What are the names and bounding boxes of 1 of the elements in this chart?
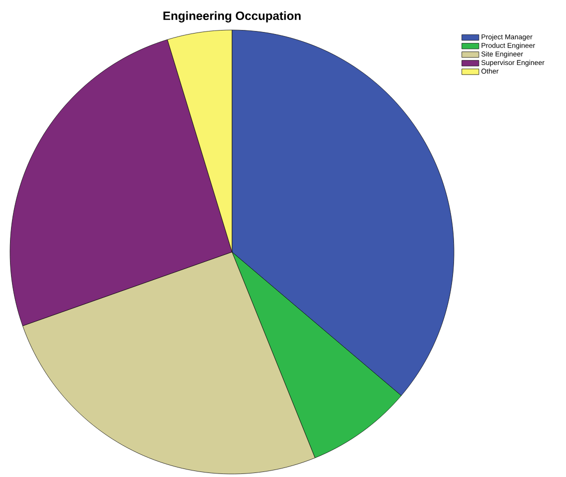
chart-title: Engineering Occupation: [163, 11, 301, 22]
